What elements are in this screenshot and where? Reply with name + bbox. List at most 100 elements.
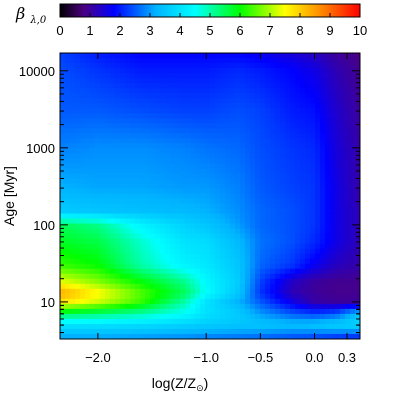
heatmap-cell	[145, 318, 151, 325]
heatmap-cell	[325, 143, 331, 149]
heatmap-cell	[160, 158, 166, 164]
heatmap-cell	[325, 308, 331, 315]
heatmap-cell	[200, 113, 206, 119]
heatmap-cell	[165, 333, 171, 339]
heatmap-cell	[100, 263, 106, 270]
heatmap-cell	[95, 158, 101, 164]
heatmap-cell	[240, 318, 246, 325]
heatmap-cell	[185, 238, 191, 245]
heatmap-cell	[275, 88, 281, 94]
heatmap-cell	[110, 208, 116, 215]
heatmap-cell	[310, 228, 316, 235]
heatmap-cell	[305, 253, 311, 260]
heatmap-cell	[215, 243, 221, 250]
heatmap-cell	[150, 133, 156, 139]
heatmap-cell	[170, 158, 176, 164]
heatmap-cell	[125, 168, 131, 175]
heatmap-cell	[340, 143, 346, 149]
heatmap-cell	[70, 158, 76, 164]
heatmap-cell	[345, 303, 351, 310]
heatmap-cell	[250, 258, 256, 265]
heatmap-cell	[310, 263, 316, 270]
heatmap-cell	[285, 73, 291, 79]
heatmap-cell	[150, 198, 156, 205]
heatmap-cell	[260, 263, 266, 270]
heatmap-cell	[70, 253, 76, 260]
heatmap-cell	[150, 333, 156, 339]
heatmap-cell	[260, 58, 266, 64]
heatmap-cell	[345, 258, 351, 265]
heatmap-cell	[330, 88, 336, 94]
heatmap-cell	[180, 293, 186, 300]
heatmap-cell	[275, 328, 281, 335]
heatmap-cell	[300, 233, 306, 240]
heatmap-cell	[225, 168, 231, 175]
heatmap-cell	[225, 318, 231, 325]
heatmap-cell	[210, 203, 216, 210]
heatmap-cell	[335, 158, 341, 164]
heatmap-cell	[235, 108, 241, 114]
heatmap-cell	[335, 318, 341, 325]
heatmap-cell	[120, 203, 126, 210]
heatmap-cell	[195, 188, 201, 195]
heatmap-cell	[335, 298, 341, 305]
heatmap-cell	[75, 308, 81, 315]
heatmap-cell	[285, 93, 291, 99]
heatmap-cell	[335, 113, 341, 119]
heatmap-cell	[245, 288, 251, 295]
heatmap-cell	[95, 238, 101, 245]
heatmap-cell	[160, 153, 166, 159]
heatmap-cell	[105, 128, 111, 134]
heatmap-cell	[120, 173, 126, 180]
heatmap-cell	[350, 173, 356, 180]
heatmap-cell	[155, 263, 161, 270]
heatmap-cell	[95, 298, 101, 305]
heatmap-cell	[205, 188, 211, 195]
heatmap-cell	[120, 128, 126, 134]
heatmap-cell	[180, 308, 186, 315]
heatmap-cell	[310, 173, 316, 180]
heatmap-cell	[85, 133, 91, 139]
heatmap-cell	[255, 253, 261, 260]
heatmap-cell	[165, 263, 171, 270]
heatmap-cell	[65, 313, 71, 320]
heatmap-cell	[240, 313, 246, 320]
heatmap-cell	[205, 253, 211, 260]
heatmap-cell	[190, 213, 196, 220]
heatmap-cell	[300, 88, 306, 94]
heatmap-cell	[185, 268, 191, 275]
heatmap-cell	[90, 208, 96, 215]
heatmap-cell	[190, 98, 196, 104]
heatmap-cell	[65, 78, 71, 84]
heatmap-cell	[325, 58, 331, 64]
heatmap-cell	[195, 138, 201, 144]
heatmap-cell	[120, 333, 126, 339]
heatmap-cell	[340, 173, 346, 180]
heatmap-cell	[185, 283, 191, 290]
heatmap-cell	[295, 303, 301, 310]
heatmap-cell	[170, 323, 176, 330]
heatmap-cell	[155, 303, 161, 310]
heatmap-cell	[160, 288, 166, 295]
heatmap-cell	[350, 208, 356, 215]
heatmap-cell	[215, 58, 221, 64]
heatmap-cell	[335, 63, 341, 69]
heatmap-cell	[250, 318, 256, 325]
heatmap-cell	[190, 93, 196, 99]
heatmap-cell	[90, 93, 96, 99]
heatmap-cell	[95, 108, 101, 114]
heatmap-cell	[140, 268, 146, 275]
heatmap-cell	[265, 218, 271, 225]
heatmap-cell	[100, 63, 106, 69]
heatmap-cell	[190, 278, 196, 285]
heatmap-cell	[300, 163, 306, 170]
heatmap-cell	[255, 178, 261, 185]
heatmap-cell	[355, 63, 360, 69]
heatmap-cell	[145, 108, 151, 114]
heatmap-cell	[135, 163, 141, 170]
heatmap-cell	[90, 63, 96, 69]
heatmap-cell	[70, 118, 76, 124]
heatmap-cell	[290, 293, 296, 300]
heatmap-cell	[355, 313, 360, 320]
heatmap-cell	[355, 73, 360, 79]
